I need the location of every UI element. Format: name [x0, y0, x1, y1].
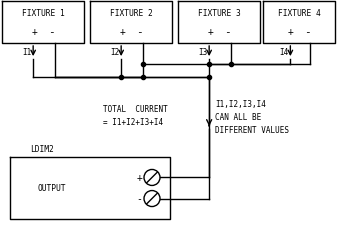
Text: DIFFERENT VALUES: DIFFERENT VALUES [215, 125, 289, 134]
Text: FIXTURE 2: FIXTURE 2 [109, 9, 152, 18]
Text: -: - [304, 27, 311, 37]
Text: -: - [136, 194, 142, 204]
Text: I2: I2 [110, 48, 119, 57]
Text: I3: I3 [198, 48, 207, 57]
Text: -: - [47, 27, 54, 37]
Text: = I1+I2+I3+I4: = I1+I2+I3+I4 [103, 118, 163, 126]
Text: -: - [136, 27, 142, 37]
Text: LDIM2: LDIM2 [30, 144, 54, 153]
Text: FIXTURE 4: FIXTURE 4 [278, 9, 320, 18]
Text: CAN ALL BE: CAN ALL BE [215, 112, 261, 122]
Text: I1: I1 [22, 48, 31, 57]
Circle shape [144, 191, 160, 207]
Text: +: + [288, 27, 294, 37]
Text: TOTAL  CURRENT: TOTAL CURRENT [103, 105, 168, 113]
Text: FIXTURE 3: FIXTURE 3 [198, 9, 240, 18]
Text: I1,I2,I3,I4: I1,I2,I3,I4 [215, 100, 266, 109]
Text: OUTPUT: OUTPUT [38, 184, 66, 193]
Text: -: - [224, 27, 231, 37]
Text: FIXTURE 1: FIXTURE 1 [22, 9, 64, 18]
Text: +: + [136, 173, 142, 183]
Circle shape [144, 170, 160, 186]
Text: I4: I4 [279, 48, 288, 57]
Text: +: + [32, 27, 38, 37]
Text: +: + [120, 27, 126, 37]
Text: +: + [208, 27, 214, 37]
